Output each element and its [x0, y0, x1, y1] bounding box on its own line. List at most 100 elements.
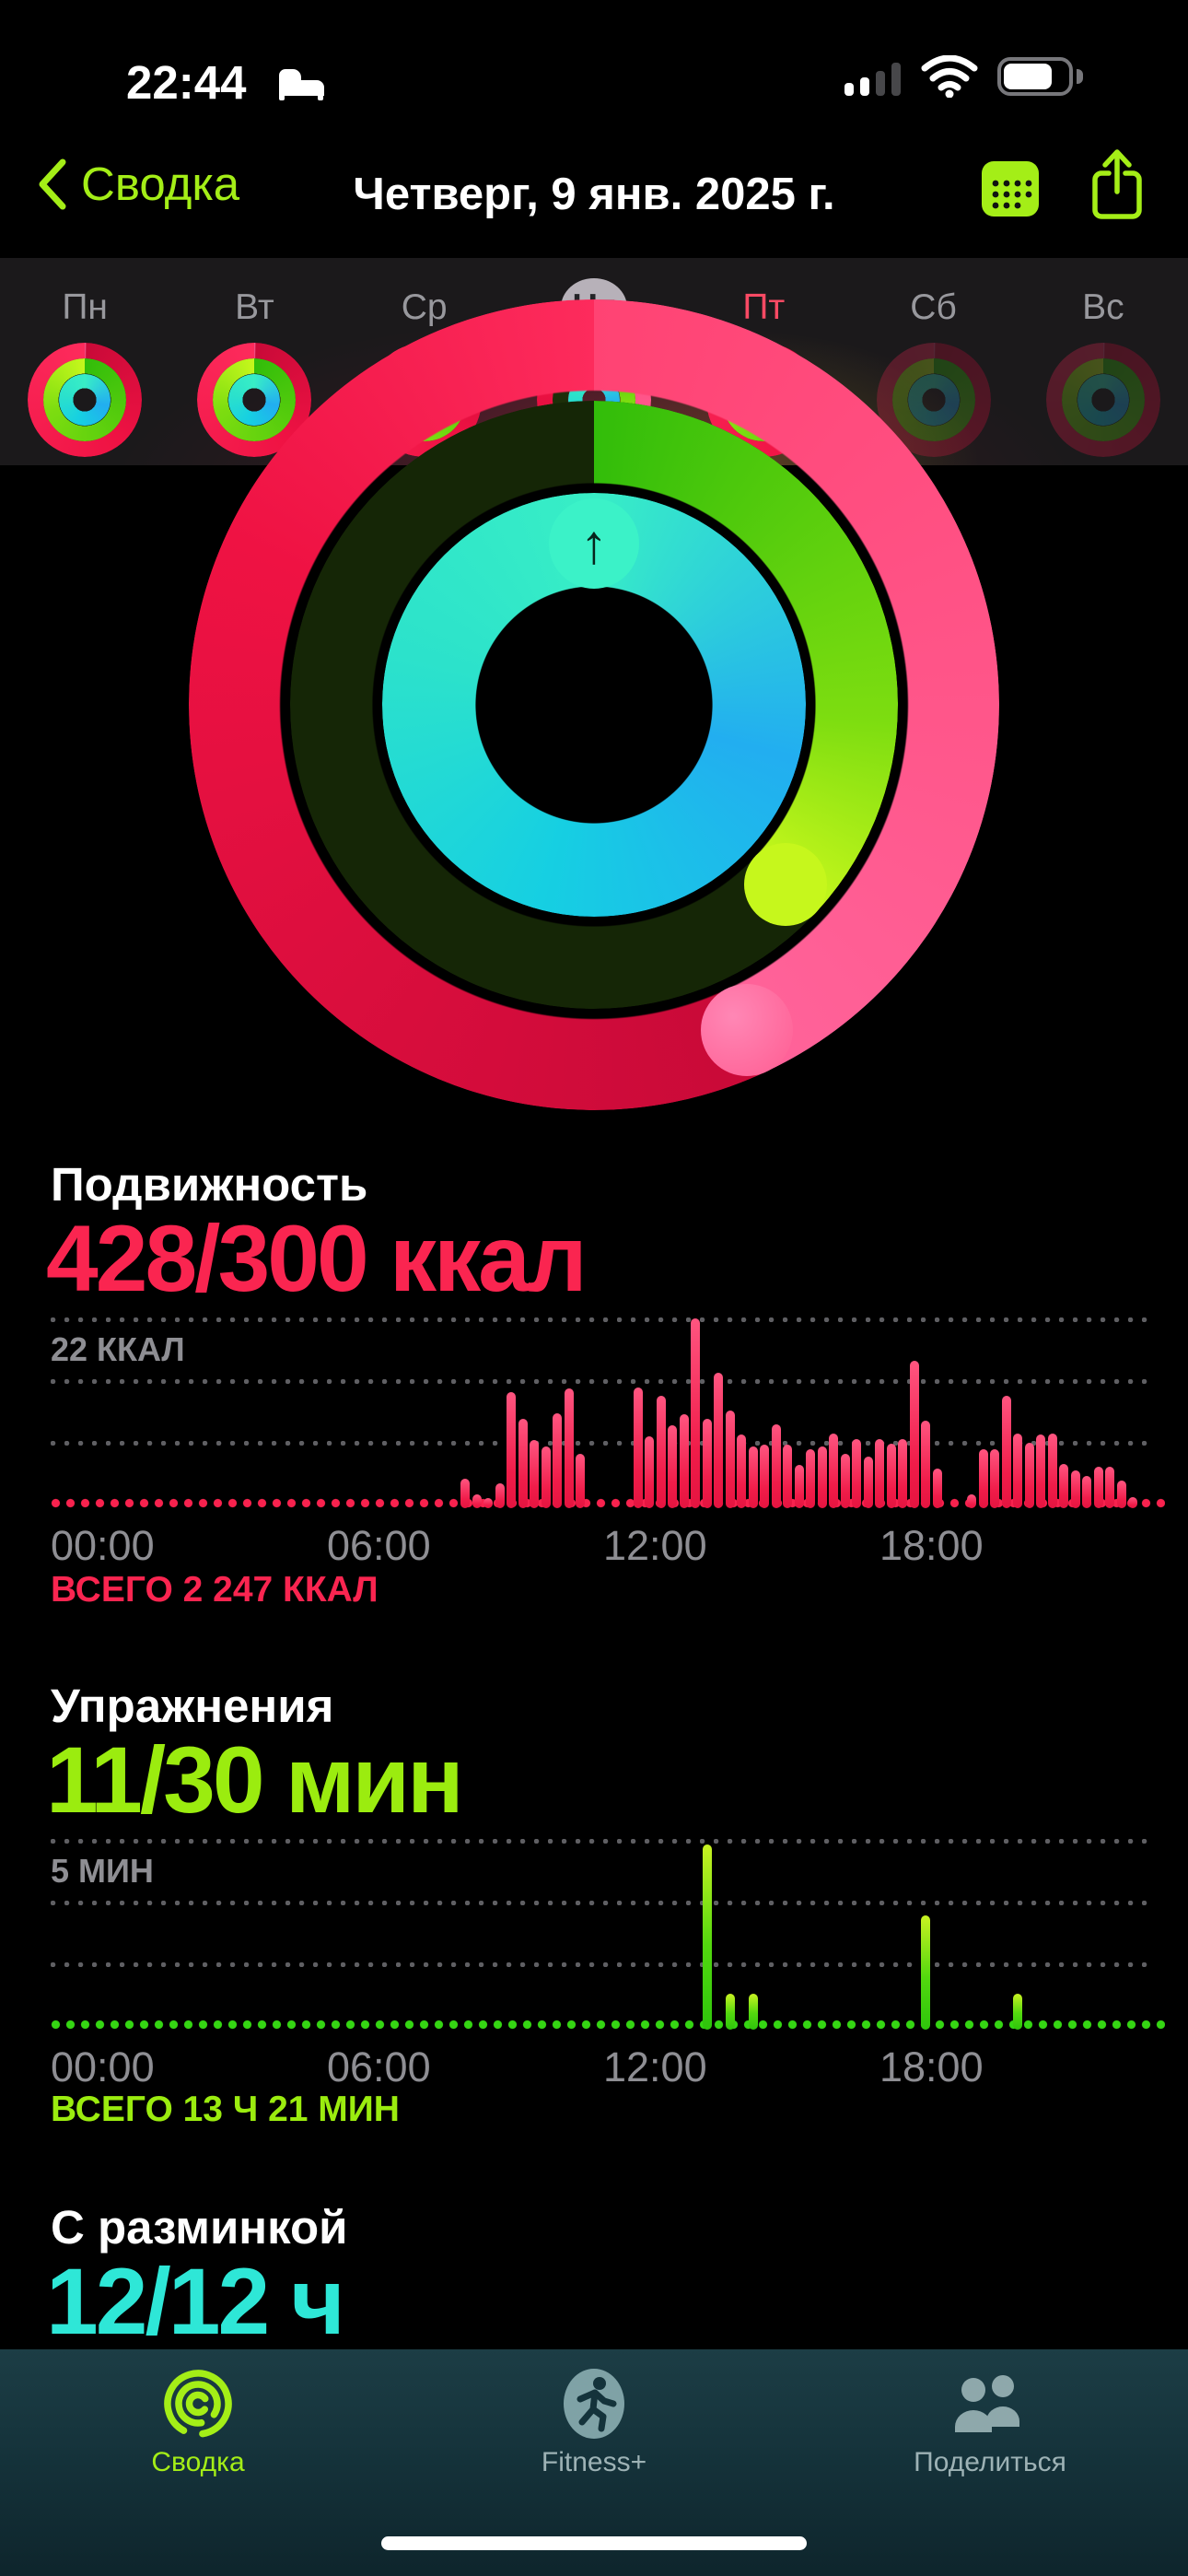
bar — [1047, 1433, 1057, 1508]
bar — [748, 1993, 758, 2030]
bar — [472, 1493, 482, 1508]
bar — [679, 1413, 689, 1508]
mini-activity-rings — [876, 343, 991, 457]
bar — [748, 1446, 758, 1508]
day-label: Пт — [742, 287, 786, 327]
bar — [852, 1439, 861, 1508]
day-label-wrap: Пт — [679, 278, 848, 337]
day-label: Вс — [1082, 287, 1124, 327]
bar — [702, 1419, 712, 1508]
bar — [863, 1457, 873, 1508]
bar — [541, 1446, 551, 1508]
mini-exercise-track — [891, 358, 975, 441]
x-tick-label: 06:00 — [327, 1522, 431, 1569]
page-title: Четверг, 9 янв. 2025 г. — [353, 170, 835, 219]
mini-move-ring — [1045, 343, 1160, 457]
x-tick-label: 12:00 — [603, 1522, 707, 1569]
bar — [760, 1444, 769, 1508]
mini-stand-ring — [1077, 374, 1129, 426]
bar — [978, 1449, 988, 1508]
day-column-Вс[interactable]: Вс — [1019, 258, 1188, 465]
bar — [886, 1443, 896, 1508]
bar — [1093, 1467, 1103, 1508]
day-column-Пн[interactable]: Пн — [0, 258, 169, 465]
cellular-signal-icon — [844, 57, 909, 96]
gridline — [51, 1839, 1156, 1844]
bar — [932, 1469, 942, 1508]
bar — [1082, 1475, 1091, 1508]
runner-icon — [558, 2364, 630, 2443]
bar — [737, 1434, 746, 1508]
bar — [840, 1453, 850, 1508]
day-column-Сб[interactable]: Сб — [848, 258, 1018, 465]
mini-exercise-track — [1061, 358, 1145, 441]
gridline — [51, 1901, 1156, 1905]
mini-activity-rings — [28, 343, 143, 457]
x-tick-label: 00:00 — [51, 2043, 155, 2090]
bar — [507, 1391, 516, 1508]
battery-icon — [997, 57, 1085, 96]
bar — [645, 1436, 654, 1508]
x-tick-label: 06:00 — [327, 2043, 431, 2090]
gridline — [51, 1317, 1156, 1322]
x-tick-label: 18:00 — [879, 2043, 984, 2090]
calendar-grid-icon[interactable] — [978, 158, 1042, 219]
x-tick-label: 12:00 — [603, 2043, 707, 2090]
bar — [1059, 1463, 1068, 1508]
zero-baseline-dots — [51, 1498, 1165, 1508]
bar — [576, 1453, 585, 1508]
tab-fitness-plus[interactable]: Fitness+ — [396, 2349, 792, 2576]
bar — [483, 1498, 493, 1508]
bar — [564, 1388, 574, 1508]
gridline — [51, 1441, 1156, 1446]
bar — [921, 1420, 930, 1508]
bar — [1036, 1434, 1045, 1508]
bar — [460, 1479, 470, 1508]
move-ring-end-cap — [701, 983, 794, 1076]
status-time: 22:44 — [126, 56, 247, 109]
bar — [921, 1914, 930, 2030]
bar — [633, 1388, 643, 1508]
bar — [691, 1317, 700, 1508]
bar — [495, 1482, 505, 1508]
wifi-icon — [921, 55, 978, 98]
tab-summary[interactable]: Сводка — [0, 2349, 396, 2576]
activity-rings[interactable]: ↑ — [189, 299, 999, 1110]
day-label: Пн — [62, 287, 108, 327]
tab-sharing[interactable]: Поделиться — [792, 2349, 1188, 2576]
tab-summary-label: Сводка — [151, 2447, 245, 2477]
mini-stand-ring — [228, 374, 281, 426]
home-indicator[interactable] — [381, 2536, 807, 2550]
x-tick-label: 18:00 — [879, 1522, 984, 1569]
bar — [990, 1449, 999, 1508]
mini-stand-ring — [907, 374, 960, 426]
bar — [714, 1373, 723, 1508]
mini-activity-rings — [1045, 343, 1160, 457]
bed-icon — [279, 69, 324, 100]
bar — [817, 1446, 827, 1508]
exercise-x-axis: 00:00 06:00 12:00 18:00 — [51, 2043, 1156, 2090]
day-label: Вт — [235, 287, 274, 327]
tab-fitness-plus-label: Fitness+ — [541, 2447, 647, 2477]
day-label: Ср — [401, 287, 448, 327]
exercise-axis-max-label: 5 МИН — [51, 1852, 154, 1890]
chevron-left-icon — [39, 158, 66, 209]
day-label-wrap: Сб — [848, 278, 1018, 337]
back-button-label: Сводка — [81, 158, 240, 210]
share-icon[interactable] — [1089, 147, 1146, 223]
gridline — [51, 1379, 1156, 1384]
tab-bar: Сводка Fitness+ — [0, 2349, 1188, 2576]
tab-sharing-label: Поделиться — [914, 2447, 1066, 2477]
bar — [1116, 1481, 1126, 1508]
bar — [1105, 1467, 1114, 1508]
activity-rings-icon — [160, 2364, 236, 2443]
bar — [1024, 1442, 1034, 1508]
move-total-label: ВСЕГО 2 247 ККАЛ — [51, 1570, 379, 1610]
mini-stand-ring — [59, 374, 111, 426]
bar — [702, 1844, 712, 2030]
back-button[interactable]: Сводка — [37, 157, 239, 211]
bar — [725, 1410, 735, 1508]
bar — [530, 1439, 539, 1508]
stand-value: 12/12 ч — [46, 2249, 345, 2354]
